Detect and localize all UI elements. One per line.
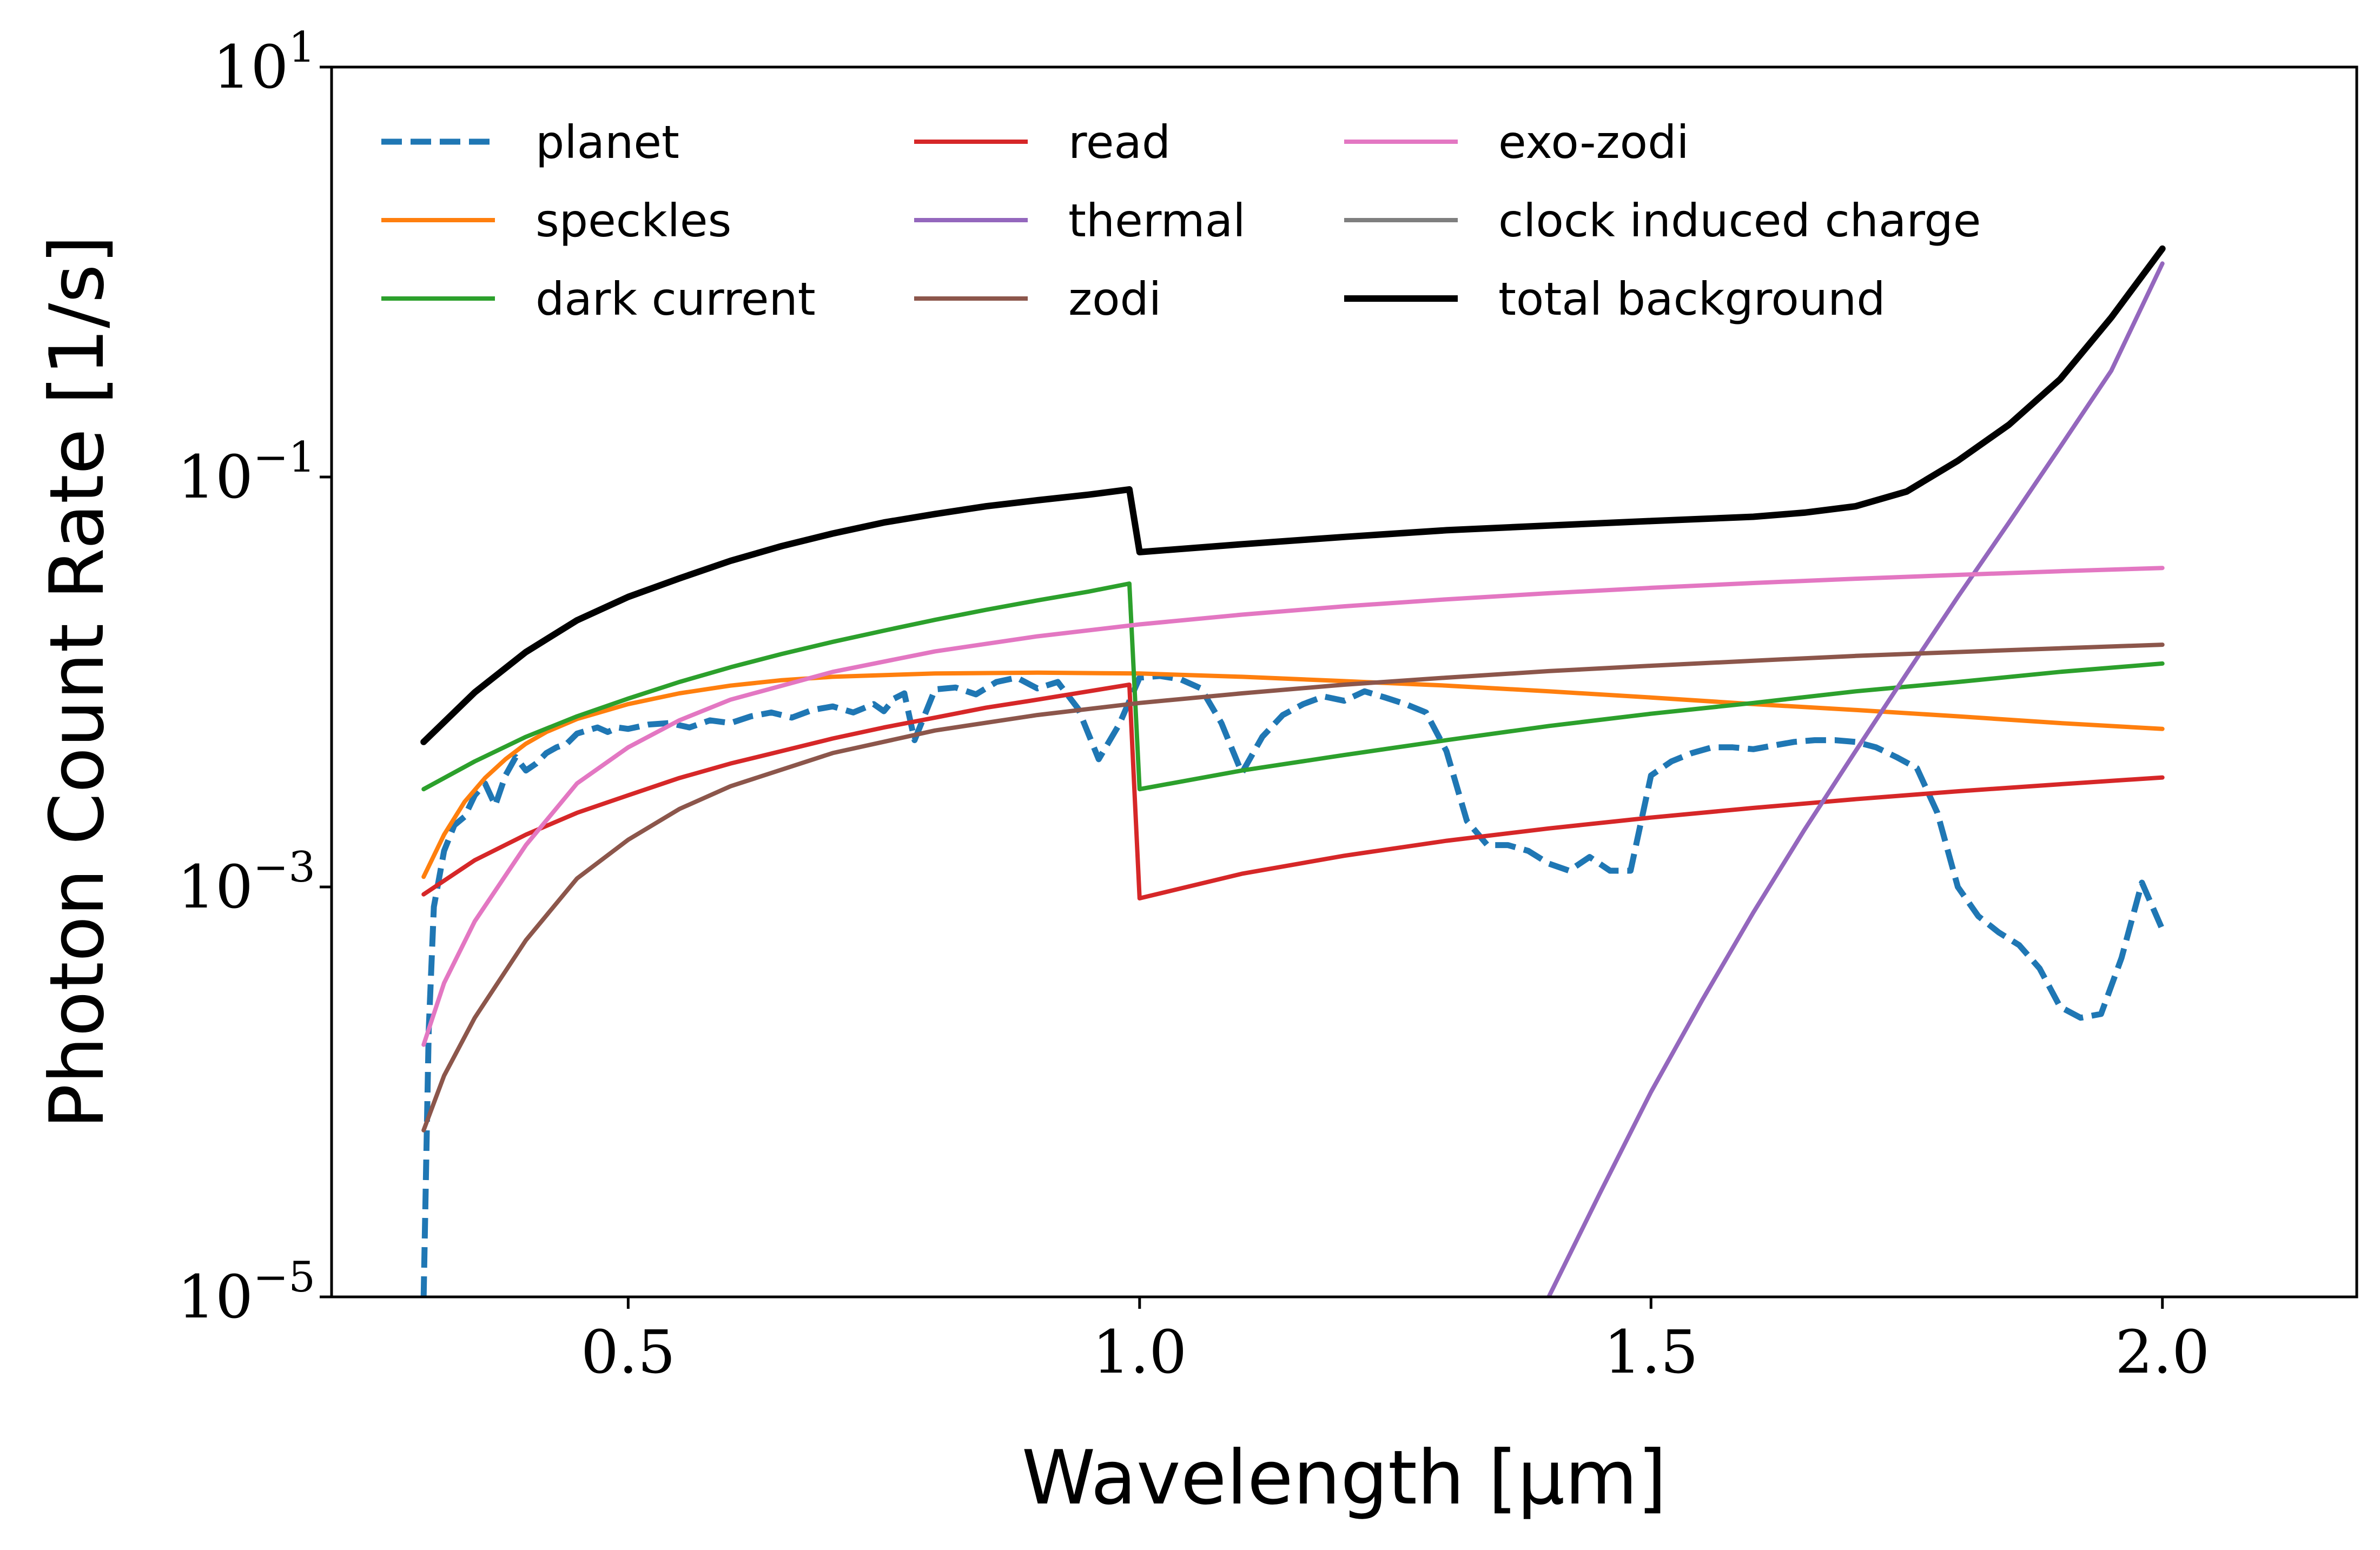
series-line-thermal [1546, 261, 2165, 1297]
legend-label-total-background: total background [1498, 273, 1886, 326]
x-tick-label: 1.0 [1092, 1317, 1187, 1387]
y-tick-label: 10−1 [177, 433, 315, 512]
series-line-dark-current [421, 581, 2165, 792]
legend-label-zodi: zodi [1068, 273, 1161, 326]
y-tick-label: 10−3 [177, 843, 315, 922]
y-axis-ticks: 10−5 10−3 10−1 101 [177, 23, 332, 1332]
series-line-exo-zodi [421, 566, 2165, 1047]
legend-label-dark-current: dark current [536, 273, 816, 326]
x-tick-label: 2.0 [2115, 1317, 2210, 1387]
plot-lines [420, 245, 2166, 1297]
legend-label-read: read [1068, 116, 1171, 169]
x-tick-label: 0.5 [581, 1317, 676, 1387]
series-line-zodi [421, 642, 2165, 1132]
legend-label-exo-zodi: exo-zodi [1498, 116, 1689, 169]
y-tick-label: 10−5 [177, 1253, 315, 1332]
y-axis-label: Photon Count Rate [1/s] [34, 235, 121, 1129]
legend: planet speckles dark current read thermal zod… [381, 116, 1981, 326]
legend-label-speckles: speckles [536, 194, 731, 247]
y-tick-label: 101 [213, 23, 315, 102]
x-tick-label: 1.5 [1604, 1317, 1698, 1387]
series-line-total-background [420, 245, 2166, 745]
x-axis-ticks: 0.5 1.0 1.5 2.0 [581, 1297, 2210, 1387]
legend-label-planet: planet [536, 116, 679, 169]
series-line-read [421, 683, 2165, 900]
legend-label-thermal: thermal [1068, 194, 1246, 247]
x-axis-label: Wavelength [μm] [1022, 1434, 1667, 1521]
plot-area-frame [330, 65, 2358, 1299]
legend-label-clock-induced-charge: clock induced charge [1498, 194, 1981, 247]
